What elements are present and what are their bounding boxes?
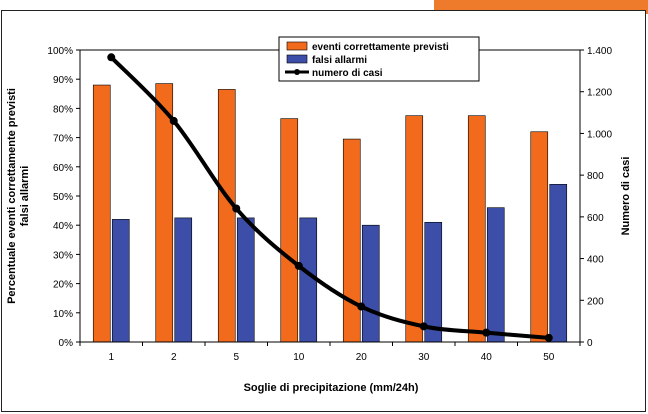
y-axis-label-left-line2: falsi allarmi: [19, 166, 31, 227]
bar-eventi-5: [217, 89, 236, 343]
legend-marker-casi: [294, 69, 300, 75]
x-tick-label: 1: [108, 352, 114, 363]
legend-label-casi: numero di casi: [312, 68, 383, 79]
legend-label-falsi: falsi allarmi: [312, 55, 367, 66]
x-tick-label: 30: [418, 352, 430, 363]
x-tick-label: 50: [543, 352, 555, 363]
line-layer: [107, 53, 553, 342]
y-tick-label-left: 50%: [53, 192, 73, 203]
y-axis-label-right: Numero di casi: [620, 157, 632, 236]
y-tick-label-left: 30%: [53, 250, 73, 261]
legend: eventi correttamente previsti falsi alla…: [278, 36, 480, 82]
x-tick-label: 20: [356, 352, 368, 363]
point-numero-di-casi-30: [419, 322, 428, 331]
bar-eventi-40: [467, 115, 486, 343]
bars-layer: [92, 83, 568, 343]
bar-eventi-10: [280, 118, 299, 343]
bar-falsi-5: [236, 217, 255, 343]
x-tick-label: 40: [481, 352, 493, 363]
point-numero-di-casi-50: [544, 333, 553, 342]
point-numero-di-casi-10: [294, 261, 303, 270]
bar-eventi-50: [530, 131, 549, 343]
y-tick-label-right: 1.200: [587, 88, 612, 99]
y-tick-label-left: 60%: [53, 163, 73, 174]
legend-label-eventi: eventi correttamente previsti: [312, 42, 449, 53]
bar-falsi-2: [174, 217, 193, 343]
x-tick-label: 10: [293, 352, 305, 363]
point-numero-di-casi-5: [232, 204, 241, 213]
y-tick-label-left: 100%: [47, 46, 73, 57]
y-tick-label-right: 1.400: [587, 46, 612, 57]
y-axis-label-left-line1: Percentuale eventi correttamente previst…: [6, 88, 18, 304]
point-numero-di-casi-2: [169, 116, 178, 125]
y-tick-label-right: 800: [587, 171, 604, 182]
x-axis-label: Soglie di precipitazione (mm/24h): [244, 382, 419, 394]
point-numero-di-casi-20: [357, 302, 366, 311]
x-tick-label: 5: [233, 352, 239, 363]
y-tick-label-right: 1.000: [587, 129, 612, 140]
bar-falsi-40: [486, 207, 505, 343]
bar-falsi-50: [549, 184, 568, 343]
bar-eventi-1: [92, 84, 111, 343]
point-numero-di-casi-40: [482, 328, 491, 337]
y-tick-label-left: 70%: [53, 134, 73, 145]
legend-swatch-eventi: [286, 41, 308, 51]
bar-falsi-30: [424, 221, 443, 343]
y-tick-label-left: 80%: [53, 104, 73, 115]
y-tick-label-left: 90%: [53, 75, 73, 86]
bar-falsi-1: [111, 219, 130, 343]
y-tick-label-right: 0: [587, 338, 593, 349]
y-tick-label-right: 400: [587, 255, 604, 266]
point-numero-di-casi-1: [107, 53, 116, 62]
y-tick-label-right: 200: [587, 296, 604, 307]
legend-box: [278, 36, 480, 82]
y-tick-label-left: 20%: [53, 280, 73, 291]
y-tick-label-left: 0%: [59, 338, 74, 349]
bar-eventi-30: [405, 115, 424, 343]
legend-swatch-falsi: [286, 54, 308, 64]
x-tick-label: 2: [171, 352, 177, 363]
axes-layer: 0% 10% 20% 30% 40% 50% 60% 70% 80% 90% 100% 0 200 400…: [47, 46, 612, 363]
bar-eventi-20: [342, 138, 361, 343]
y-tick-label-left: 40%: [53, 221, 73, 232]
y-tick-label-left: 10%: [53, 309, 73, 320]
bar-falsi-20: [361, 224, 380, 343]
y-tick-label-right: 600: [587, 213, 604, 224]
